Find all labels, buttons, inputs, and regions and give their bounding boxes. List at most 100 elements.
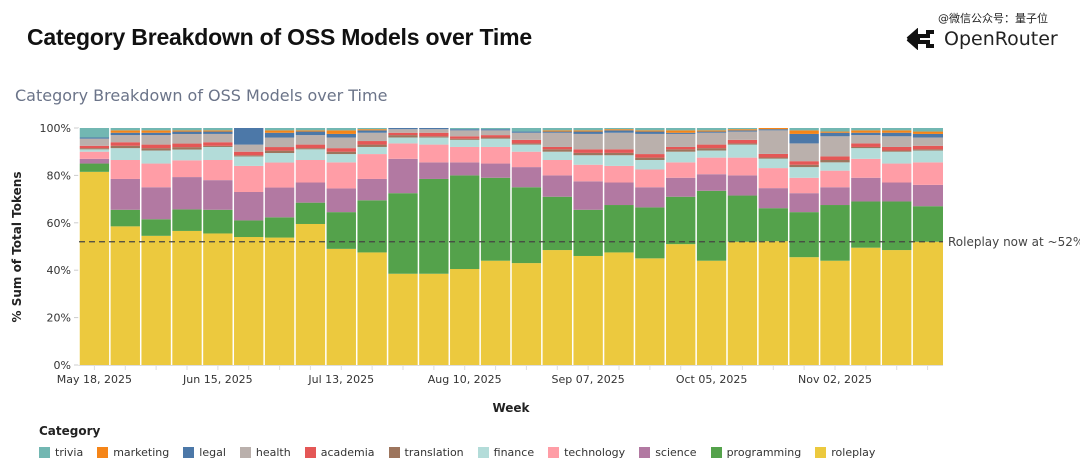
bar-segment-health bbox=[140, 135, 172, 145]
bar-segment-academia bbox=[634, 154, 666, 158]
bar-segment-finance bbox=[325, 154, 357, 163]
bar-segment-marketing bbox=[696, 130, 727, 132]
bar-segment-trivia bbox=[850, 128, 882, 131]
legend-item-translation[interactable]: translation bbox=[388, 446, 464, 459]
bar-segment-marketing bbox=[850, 130, 882, 133]
bar-segment-roleplay bbox=[418, 273, 450, 365]
bar-segment-academia bbox=[757, 153, 789, 158]
legend-item-programming[interactable]: programming bbox=[710, 446, 802, 459]
bar-segment-translation bbox=[233, 155, 265, 157]
bar-segment-translation bbox=[171, 147, 203, 150]
legend-item-academia[interactable]: academia bbox=[304, 446, 375, 459]
legend-item-trivia[interactable]: trivia bbox=[39, 446, 83, 459]
bar-segment-finance bbox=[912, 150, 943, 163]
bar-segment-legal bbox=[140, 132, 172, 136]
y-axis-title: % Sum of Total Tokens bbox=[10, 172, 24, 323]
bar-segment-roleplay bbox=[757, 241, 789, 365]
bar-segment-science bbox=[233, 191, 265, 221]
bar-segment-trivia bbox=[202, 128, 234, 131]
bar-segment-legal bbox=[264, 132, 295, 138]
bar-segment-health bbox=[696, 132, 727, 145]
bar-segment-trivia bbox=[449, 128, 481, 130]
bar-segment-programming bbox=[727, 195, 758, 242]
legend-item-roleplay[interactable]: roleplay bbox=[815, 446, 875, 459]
legend-label: science bbox=[655, 446, 697, 459]
reference-line-label: Roleplay now at ~52% bbox=[948, 235, 1080, 249]
bar-segment-technology bbox=[819, 170, 851, 188]
bar-segment-translation bbox=[819, 159, 851, 163]
bar-segment-technology bbox=[109, 159, 141, 179]
bar-segment-finance bbox=[881, 151, 913, 164]
bar-segment-roleplay bbox=[264, 237, 295, 365]
bar-segment-translation bbox=[603, 152, 635, 156]
legend-item-science[interactable]: science bbox=[639, 446, 697, 459]
bar-stack bbox=[757, 128, 789, 365]
bar-segment-roleplay bbox=[295, 223, 326, 365]
bar-stack bbox=[510, 128, 542, 365]
bar-segment-academia bbox=[449, 136, 481, 139]
bar-segment-technology bbox=[696, 157, 727, 175]
legend-item-legal[interactable]: legal bbox=[183, 446, 226, 459]
bar-segment-programming bbox=[418, 178, 450, 274]
bar-segment-legal bbox=[171, 131, 203, 134]
legend-swatch bbox=[39, 447, 50, 458]
bar-segment-programming bbox=[788, 212, 820, 258]
bar-segment-health bbox=[665, 133, 697, 147]
bar-segment-legal bbox=[634, 131, 666, 134]
bar-segment-health bbox=[325, 137, 357, 149]
bar-stack bbox=[109, 128, 141, 365]
bar-segment-academia bbox=[109, 142, 141, 146]
bar-segment-finance bbox=[202, 146, 234, 160]
y-axis: 0% 20% 40% 60% 80% 100% bbox=[40, 122, 79, 372]
bar-segment-finance bbox=[171, 149, 203, 161]
bar-stack bbox=[726, 128, 758, 365]
bar-segment-legal bbox=[387, 128, 419, 130]
bar-segment-academia bbox=[541, 146, 573, 150]
bar-segment-roleplay bbox=[140, 235, 172, 365]
bar-stack bbox=[201, 128, 234, 365]
legend-item-technology[interactable]: technology bbox=[548, 446, 625, 459]
bar-segment-roleplay bbox=[109, 226, 141, 365]
bar-segment-finance bbox=[634, 159, 666, 170]
bar-segment-translation bbox=[356, 144, 388, 147]
x-tick-label: Aug 10, 2025 bbox=[428, 373, 502, 386]
bar-segment-legal bbox=[572, 131, 604, 134]
bar-segment-health bbox=[449, 130, 481, 137]
bar-segment-health bbox=[634, 133, 666, 155]
bar-segment-marketing bbox=[912, 131, 943, 134]
bar-segment-finance bbox=[356, 146, 388, 155]
bar-segment-health bbox=[387, 129, 419, 133]
legend-item-health[interactable]: health bbox=[239, 446, 291, 459]
bar-stack bbox=[263, 128, 295, 365]
reference-line-group: Roleplay now at ~52% bbox=[79, 235, 1080, 249]
bar-segment-academia bbox=[233, 151, 265, 156]
legend-item-marketing[interactable]: marketing bbox=[97, 446, 169, 459]
bar-segment-science bbox=[850, 177, 882, 202]
bar-segment-finance bbox=[387, 137, 419, 144]
bar-segment-legal bbox=[696, 131, 727, 133]
bar-segment-science bbox=[356, 178, 388, 201]
bar-segment-science bbox=[788, 193, 820, 213]
bar-segment-technology bbox=[356, 154, 388, 179]
bar-segment-legal bbox=[202, 131, 234, 134]
brand-logo[interactable]: OpenRouter bbox=[906, 28, 1058, 50]
legend-swatch bbox=[388, 447, 400, 458]
bar-segment-roleplay bbox=[171, 230, 203, 365]
y-tick-label: 80% bbox=[47, 169, 71, 182]
bar-segment-trivia bbox=[171, 128, 203, 131]
legend-swatch bbox=[239, 447, 251, 458]
legend-swatch bbox=[183, 447, 195, 458]
legend-item-finance[interactable]: finance bbox=[477, 446, 534, 459]
bar-stack bbox=[571, 128, 604, 365]
bar-segment-science bbox=[325, 188, 357, 213]
legend-items: trivia marketing legal health academia transl… bbox=[39, 446, 875, 459]
bar-segment-academia bbox=[819, 156, 851, 160]
bar-stack bbox=[849, 128, 882, 365]
y-tick-label: 0% bbox=[54, 359, 71, 372]
legend-label: programming bbox=[726, 446, 802, 459]
bar-segment-health bbox=[79, 138, 110, 146]
bar-segment-marketing bbox=[603, 129, 635, 131]
bar-segment-trivia bbox=[511, 128, 542, 132]
bar-segment-technology bbox=[79, 151, 110, 159]
bar-segment-programming bbox=[511, 187, 542, 264]
